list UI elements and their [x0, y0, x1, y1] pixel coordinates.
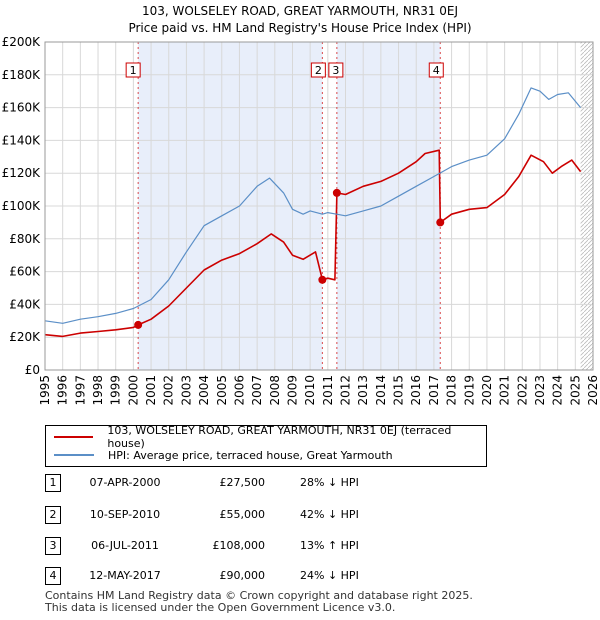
x-tick-label: 2006: [232, 375, 246, 406]
transaction-number: 4: [45, 567, 61, 585]
legend-item-hpi: HPI: Average price, terraced house, Grea…: [54, 447, 393, 463]
transaction-date: 12-MAY-2017: [89, 569, 161, 582]
sale-number-box: [125, 62, 141, 78]
footer-copyright: Contains HM Land Registry data © Crown c…: [45, 589, 473, 602]
x-tick-label: 2025: [568, 375, 582, 406]
y-tick-label: £160K: [2, 101, 42, 115]
x-tick-label: 2026: [586, 375, 600, 406]
legend-swatch-price: [54, 436, 94, 438]
legend: 103, WOLSELEY ROAD, GREAT YARMOUTH, NR31…: [45, 424, 487, 467]
transaction-number: 3: [45, 537, 61, 555]
x-tick-label: 2020: [480, 375, 494, 406]
legend-swatch-hpi: [54, 454, 94, 456]
x-tick-label: 2011: [321, 375, 335, 406]
x-tick-label: 2012: [339, 375, 353, 406]
x-tick-label: 2007: [250, 375, 264, 406]
footer-licence: This data is licensed under the Open Gov…: [45, 601, 396, 614]
plot-border: [44, 41, 594, 371]
legend-label-hpi: HPI: Average price, terraced house, Grea…: [108, 448, 393, 462]
x-tick-label: 2022: [515, 375, 529, 406]
y-tick-label: £180K: [2, 68, 42, 82]
y-tick-label: £20K: [9, 330, 41, 344]
transaction-number: 1: [45, 474, 61, 492]
x-tick-label: 2003: [179, 375, 193, 406]
sale-point: [134, 320, 143, 329]
transaction-row: 4 12-MAY-2017 £90,000 24% ↓ HPI: [45, 567, 445, 587]
price-chart: £0 £20K £40K £60K £80K £100K £120K £140K £160K £1…: [2, 35, 600, 406]
x-tick-label: 1995: [38, 375, 52, 406]
legend-item-price: 103, WOLSELEY ROAD, GREAT YARMOUTH, NR31…: [54, 424, 486, 450]
transaction-row: 1 07-APR-2000 £27,500 28% ↓ HPI: [45, 474, 445, 494]
x-tick-label: 1998: [91, 375, 105, 406]
sale-point: [318, 275, 327, 284]
y-tick-label: £60K: [9, 265, 41, 279]
x-tick-label: 2005: [215, 375, 229, 406]
y-tick-label: £40K: [9, 297, 41, 311]
y-tick-label: £200K: [2, 35, 42, 49]
x-tick-label: 1997: [73, 375, 87, 406]
x-tick-label: 2013: [356, 375, 370, 406]
transaction-hpi: 28% ↓ HPI: [300, 476, 359, 489]
price-paid-line: [44, 149, 582, 338]
transaction-price: £90,000: [219, 569, 266, 582]
x-tick-label: 2001: [144, 375, 158, 406]
x-tick-label: 2009: [285, 375, 299, 406]
x-tick-label: 2021: [498, 375, 512, 406]
sale-number-label: 4: [433, 64, 440, 77]
y-tick-label: £120K: [2, 166, 42, 180]
sale-point: [332, 188, 341, 197]
sale-number-box: [428, 62, 444, 78]
x-tick-label: 2023: [533, 375, 547, 406]
sale-number-box: [328, 62, 344, 78]
transaction-hpi: 42% ↓ HPI: [300, 508, 359, 521]
transaction-price: £55,000: [219, 508, 266, 521]
x-tick-label: 2004: [197, 375, 211, 406]
transaction-date: 10-SEP-2010: [89, 508, 161, 521]
x-tick-label: 2010: [303, 375, 317, 406]
x-tick-label: 2017: [427, 375, 441, 406]
hpi-line: [44, 87, 582, 324]
y-tick-label: £0: [25, 363, 40, 377]
transaction-date: 06-JUL-2011: [91, 539, 159, 552]
transaction-hpi: 13% ↑ HPI: [300, 539, 359, 552]
y-tick-label: £80K: [9, 232, 41, 246]
x-tick-label: 1996: [56, 375, 70, 406]
sale-number-label: 1: [130, 64, 137, 77]
x-tick-label: 2019: [462, 375, 476, 406]
transaction-price: £108,000: [212, 539, 266, 552]
transaction-row: 3 06-JUL-2011 £108,000 13% ↑ HPI: [45, 537, 445, 557]
y-tick-label: £140K: [2, 133, 42, 147]
legend-label-price: 103, WOLSELEY ROAD, GREAT YARMOUTH, NR31…: [107, 424, 452, 450]
x-tick-label: 2024: [551, 375, 565, 406]
sale-number-label: 2: [315, 64, 322, 77]
x-tick-label: 2016: [409, 375, 423, 406]
transaction-hpi: 24% ↓ HPI: [300, 569, 359, 582]
x-tick-label: 2000: [126, 375, 140, 406]
x-tick-label: 2008: [268, 375, 282, 406]
transaction-number: 2: [45, 506, 61, 524]
sale-number-box: [310, 62, 326, 78]
x-tick-label: 1999: [109, 375, 123, 406]
chart-title: 103, WOLSELEY ROAD, GREAT YARMOUTH, NR31…: [141, 4, 459, 18]
chart-subtitle: Price paid vs. HM Land Registry's House …: [128, 21, 472, 35]
sale-point: [436, 218, 445, 227]
sale-number-label: 3: [332, 64, 339, 77]
transaction-row: 2 10-SEP-2010 £55,000 42% ↓ HPI: [45, 506, 445, 526]
x-tick-label: 2002: [162, 375, 176, 406]
x-tick-label: 2014: [374, 375, 388, 406]
x-tick-label: 2015: [392, 375, 406, 406]
transaction-date: 07-APR-2000: [89, 476, 161, 489]
x-tick-label: 2018: [445, 375, 459, 406]
transaction-price: £27,500: [219, 476, 266, 489]
y-tick-label: £100K: [2, 199, 42, 213]
